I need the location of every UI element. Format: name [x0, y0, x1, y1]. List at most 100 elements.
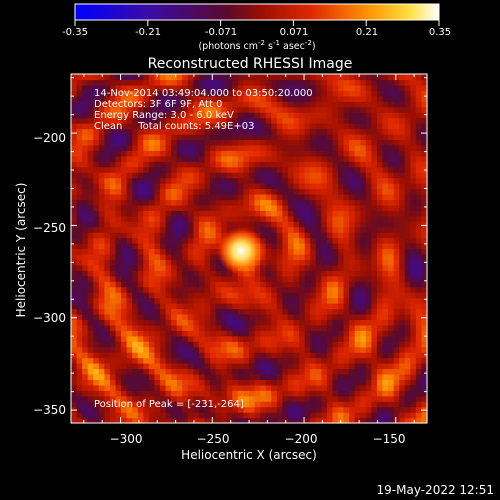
heatmap-cell [237, 166, 245, 173]
heatmap-cell [265, 106, 272, 113]
heatmap-cell [354, 357, 361, 364]
heatmap-cell [115, 319, 122, 326]
heatmap-cell [276, 188, 283, 195]
heatmap-cell [365, 259, 372, 266]
heatmap-cell [198, 259, 206, 266]
heatmap-cell [421, 123, 428, 130]
heatmap-cell [109, 172, 117, 179]
heatmap-cell [260, 128, 267, 135]
heatmap-cell [254, 79, 261, 86]
heatmap-cell [404, 188, 411, 195]
heatmap-cell [310, 188, 317, 195]
heatmap-cell [415, 330, 423, 337]
heatmap-cell [282, 101, 289, 108]
heatmap-cell [87, 384, 94, 391]
heatmap-cell [338, 117, 345, 124]
heatmap-cell [343, 281, 350, 288]
heatmap-cell [93, 308, 100, 315]
heatmap-cell [176, 270, 183, 277]
heatmap-cell [160, 248, 167, 255]
heatmap-cell [276, 412, 283, 419]
heatmap-cell [210, 155, 217, 162]
heatmap-cell [310, 286, 317, 293]
heatmap-cell [421, 199, 428, 206]
heatmap-cell [76, 264, 83, 271]
heatmap-cell [160, 412, 167, 419]
heatmap-cell [115, 384, 122, 391]
heatmap-cell [293, 215, 300, 222]
heatmap-cell [282, 390, 289, 397]
heatmap-cell [109, 188, 117, 195]
heatmap-cell [365, 275, 372, 282]
heatmap-cell [115, 139, 122, 146]
heatmap-cell [148, 95, 156, 102]
heatmap-cell [71, 281, 78, 288]
heatmap-cell [421, 204, 428, 211]
heatmap-cell [121, 133, 128, 141]
heatmap-cell [326, 384, 334, 391]
heatmap-cell [115, 95, 122, 102]
heatmap-cell [160, 308, 167, 315]
heatmap-cell [215, 144, 222, 151]
heatmap-cell [271, 144, 278, 151]
heatmap-cell [93, 95, 100, 102]
heatmap-cell [237, 128, 245, 135]
heatmap-cell [232, 275, 239, 282]
heatmap-cell [115, 74, 122, 81]
heatmap-cell [399, 281, 406, 288]
heatmap-cell [388, 324, 395, 331]
heatmap-cell [226, 133, 233, 141]
heatmap-cell [87, 270, 94, 277]
heatmap-cell [338, 101, 345, 108]
heatmap-cell [82, 90, 89, 97]
heatmap-cell [349, 193, 356, 201]
heatmap-cell [154, 237, 161, 244]
heatmap-cell [215, 155, 222, 162]
heatmap-cell [176, 183, 183, 190]
heatmap-cell [148, 253, 156, 260]
heatmap-cell [354, 401, 361, 408]
heatmap-cell [338, 183, 345, 190]
heatmap-cell [93, 117, 100, 124]
heatmap-cell [154, 221, 161, 228]
heatmap-cell [410, 210, 417, 217]
heatmap-cell [160, 123, 167, 130]
heatmap-cell [276, 264, 283, 271]
heatmap-cell [388, 352, 395, 359]
heatmap-cell [215, 226, 222, 233]
heatmap-cell [232, 395, 239, 402]
heatmap-cell [198, 166, 206, 173]
heatmap-cell [393, 117, 400, 124]
heatmap-cell [115, 133, 122, 141]
heatmap-cell [304, 183, 311, 190]
heatmap-cell [349, 303, 356, 310]
heatmap-cell [326, 379, 334, 386]
heatmap-cell [354, 303, 361, 310]
heatmap-cell [98, 297, 105, 304]
heatmap-cell [249, 417, 256, 424]
heatmap-cell [243, 319, 250, 326]
heatmap-cell [132, 237, 139, 244]
heatmap-cell [304, 264, 311, 271]
heatmap-cell [182, 319, 189, 326]
heatmap-cell [204, 221, 211, 228]
heatmap-cell [349, 243, 356, 250]
heatmap-cell [154, 193, 161, 201]
heatmap-cell [132, 324, 139, 331]
heatmap-cell [193, 226, 200, 233]
heatmap-cell [365, 401, 372, 408]
heatmap-cell [210, 232, 217, 239]
heatmap-cell [187, 417, 194, 424]
heatmap-cell [293, 330, 300, 337]
heatmap-cell [115, 101, 122, 108]
heatmap-cell [232, 401, 239, 408]
heatmap-cell [204, 401, 211, 408]
heatmap-cell [160, 215, 167, 222]
heatmap-cell [326, 346, 334, 353]
heatmap-cell [121, 390, 128, 397]
heatmap-cell [109, 352, 117, 359]
heatmap-cell [215, 281, 222, 288]
heatmap-cell [388, 204, 395, 211]
heatmap-cell [282, 406, 289, 413]
heatmap-cell [293, 313, 300, 320]
